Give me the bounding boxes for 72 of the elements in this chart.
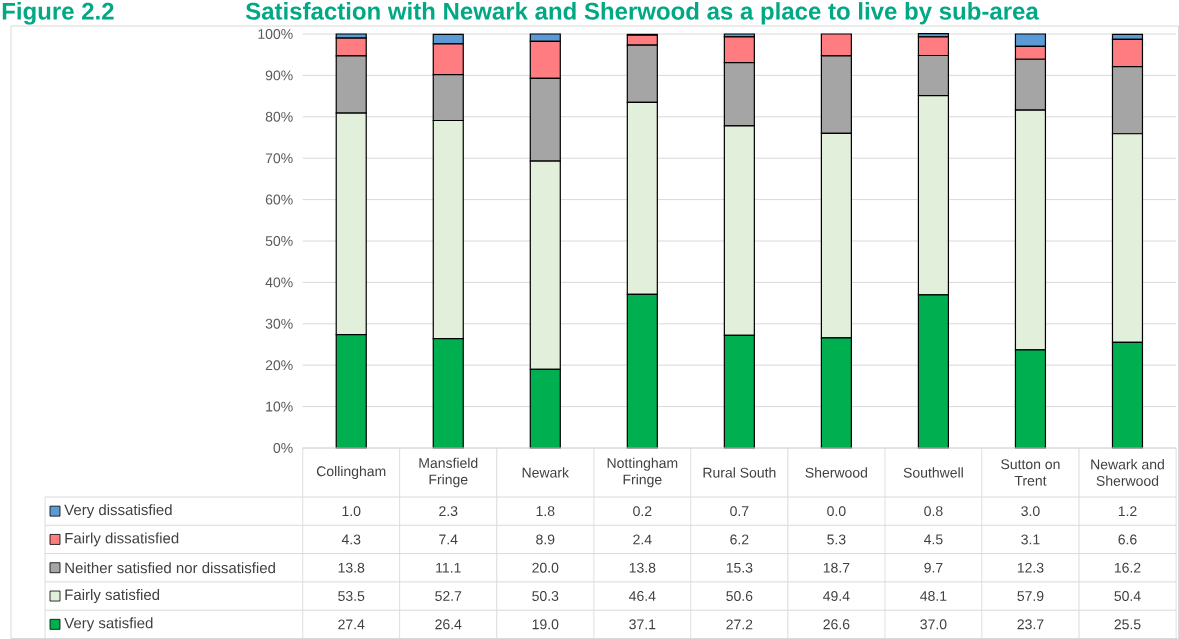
y-tick-label: 30% bbox=[265, 318, 293, 329]
y-tick-label: 10% bbox=[266, 401, 293, 412]
data-label: 2.4 bbox=[633, 534, 652, 545]
data-label: 6.6 bbox=[1118, 534, 1137, 545]
y-tick-label: 50% bbox=[265, 236, 293, 246]
y-tick-label: 70% bbox=[265, 153, 293, 164]
data-label: 25.5 bbox=[1114, 619, 1141, 630]
data-label: 13.8 bbox=[629, 562, 656, 573]
data-label: 53.5 bbox=[338, 591, 365, 601]
y-tick-label: 90% bbox=[265, 70, 293, 81]
data-label: 4.3 bbox=[341, 534, 361, 545]
data-label: 48.1 bbox=[920, 591, 947, 601]
data-label: 26.6 bbox=[823, 619, 850, 630]
y-tick-label: 60% bbox=[265, 194, 293, 205]
data-label: 3.1 bbox=[1021, 534, 1040, 545]
data-label: 20.0 bbox=[532, 562, 559, 573]
data-label: 19.0 bbox=[532, 619, 559, 630]
data-label: 0.7 bbox=[730, 506, 749, 517]
data-label: 0.0 bbox=[827, 506, 846, 517]
x-tick-label: Collingham bbox=[316, 465, 386, 480]
data-label: 1.0 bbox=[342, 506, 361, 517]
data-label: 12.3 bbox=[1017, 562, 1044, 573]
data-label: 9.7 bbox=[924, 562, 943, 573]
data-label: 16.2 bbox=[1114, 562, 1141, 573]
data-label: 8.9 bbox=[536, 534, 555, 545]
x-tick-label: Newark and Sherwood bbox=[1091, 459, 1164, 486]
y-tick-label: 40% bbox=[265, 277, 293, 288]
x-tick-label: Southwell bbox=[903, 467, 963, 478]
x-tick-label: Sutton on Trent bbox=[1001, 459, 1060, 486]
data-label: 6.2 bbox=[730, 534, 749, 545]
data-label: 5.3 bbox=[827, 534, 846, 545]
data-label: 15.3 bbox=[726, 562, 753, 573]
data-label: 37.0 bbox=[920, 619, 947, 630]
data-label: 50.6 bbox=[726, 591, 753, 601]
data-label: 0.2 bbox=[633, 506, 652, 517]
data-label: 23.7 bbox=[1017, 619, 1044, 630]
data-label: 52.7 bbox=[435, 591, 462, 601]
y-tick-label: 80% bbox=[265, 111, 293, 122]
legend-label: Very satisfied bbox=[64, 617, 153, 632]
data-label: 27.2 bbox=[726, 619, 753, 630]
chart-title: Satisfaction with Newark and Sherwood as a place to live by sub-area bbox=[245, 2, 1039, 25]
data-label: 13.8 bbox=[338, 562, 365, 573]
legend-label: Fairly dissatisfied bbox=[65, 532, 179, 547]
data-label: 1.2 bbox=[1118, 506, 1137, 517]
legend-label: Very dissatisfied bbox=[64, 504, 172, 519]
data-label: 50.4 bbox=[1114, 591, 1141, 601]
legend-label: Neither satisfied nor dissatisfied bbox=[65, 562, 275, 574]
data-label: 49.4 bbox=[823, 591, 850, 601]
y-tick-label: 0% bbox=[273, 443, 293, 453]
data-label: 57.9 bbox=[1017, 591, 1044, 601]
data-label: 0.8 bbox=[924, 506, 943, 517]
x-tick-label: Newark bbox=[522, 467, 570, 478]
data-label: 18.7 bbox=[823, 562, 850, 573]
x-tick-label: Sherwood bbox=[805, 467, 867, 478]
legend-label: Fairly satisfied bbox=[65, 589, 160, 604]
data-label: 7.4 bbox=[439, 534, 458, 545]
y-tick-label: 100% bbox=[258, 29, 293, 39]
x-tick-label: Rural South bbox=[703, 467, 776, 478]
data-label: 3.0 bbox=[1021, 506, 1040, 517]
caption: Figure 2.2 bbox=[2, 2, 114, 25]
data-label: 26.4 bbox=[435, 619, 462, 630]
x-tick-label: Nottingham Fringe bbox=[607, 457, 678, 488]
data-label: 37.1 bbox=[629, 619, 656, 630]
data-label: 27.4 bbox=[338, 619, 365, 630]
data-label: 46.4 bbox=[629, 591, 656, 601]
data-label: 1.8 bbox=[536, 506, 555, 517]
data-label: 11.1 bbox=[436, 562, 461, 573]
data-label: 2.3 bbox=[439, 506, 458, 517]
data-label: 4.5 bbox=[924, 534, 943, 545]
x-tick-label: Mansfield Fringe bbox=[419, 457, 478, 488]
data-label: 50.3 bbox=[532, 591, 559, 601]
y-tick-label: 20% bbox=[265, 360, 293, 371]
